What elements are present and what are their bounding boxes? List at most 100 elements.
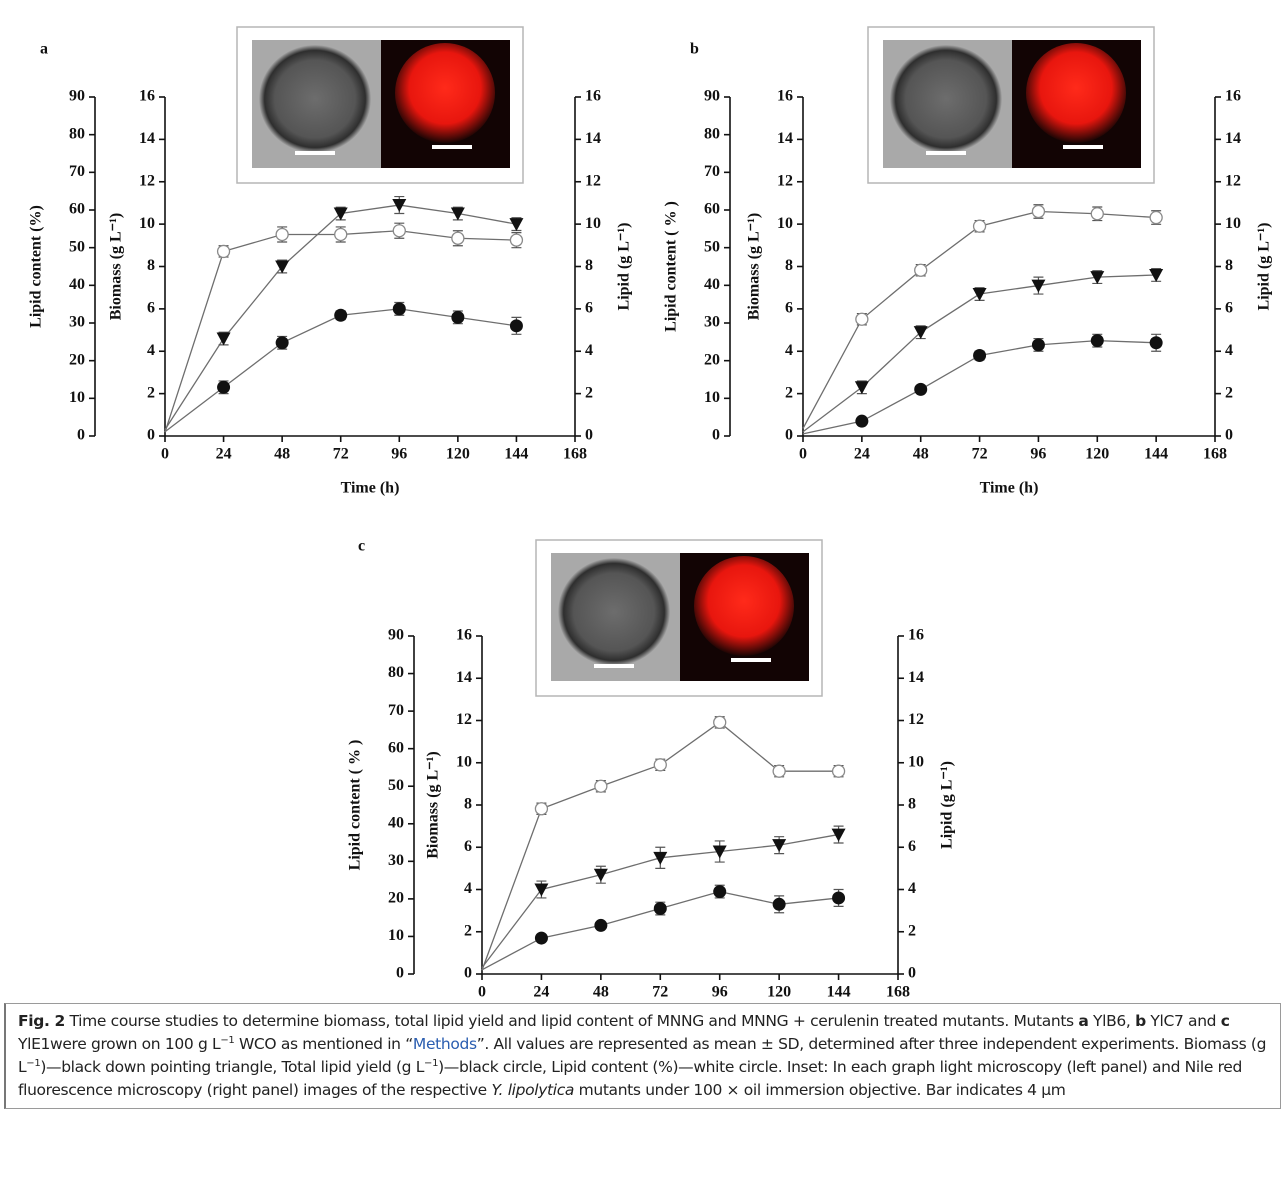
x-tick-label: 96: [391, 446, 407, 463]
marker-circle: [973, 348, 987, 362]
scale-bar: [594, 664, 634, 668]
x-tick-label: 72: [972, 446, 988, 463]
y3-tick-label: 30: [704, 314, 720, 331]
marker-open-circle: [1090, 207, 1104, 221]
caption-text: −1: [220, 1034, 235, 1046]
x-tick-label: 168: [563, 446, 587, 463]
y3-tick-label: 20: [69, 351, 85, 368]
marker-open-circle: [855, 312, 869, 326]
x-tick-label: 48: [913, 446, 929, 463]
x-tick-label: 144: [1144, 446, 1168, 463]
marker-circle: [334, 308, 348, 322]
y3-tick-label: 90: [69, 88, 85, 105]
caption-figure-label: Fig. 2: [18, 1012, 65, 1030]
marker-open-circle: [334, 227, 348, 242]
methods-link[interactable]: Methods: [412, 1035, 477, 1053]
y-tick-label: 2: [785, 384, 793, 401]
marker-open-circle: [713, 715, 727, 730]
y-tick-label: 14: [777, 130, 793, 147]
inset: [535, 539, 823, 697]
y-tick-label: 8: [464, 796, 472, 813]
cell: [558, 558, 670, 666]
marker-circle: [1149, 336, 1163, 350]
marker-triangle: [509, 218, 524, 232]
y3-tick-label: 10: [388, 927, 404, 944]
x-tick-label: 168: [1203, 446, 1227, 463]
y3-tick-label: 70: [388, 702, 404, 719]
marker-circle: [594, 918, 608, 932]
y-tick-label: 10: [139, 215, 155, 232]
marker-triangle: [1031, 279, 1046, 293]
x-tick-label: 72: [652, 984, 668, 1000]
marker-open-circle: [914, 263, 928, 277]
x-tick-label: 120: [767, 984, 791, 1000]
stained-cell: [694, 556, 794, 656]
caption-text: c: [1220, 1012, 1230, 1030]
caption-text: YlE1were grown on 100 g L: [18, 1035, 221, 1053]
y3-tick-label: 10: [69, 389, 85, 406]
x-axis-label: Time (h): [980, 480, 1039, 497]
y-tick-label: 6: [147, 300, 155, 317]
y-tick-label: 10: [456, 753, 472, 770]
marker-open-circle: [772, 764, 786, 778]
caption-text: −1: [26, 1057, 41, 1069]
marker-open-circle: [653, 758, 667, 772]
marker-triangle: [854, 381, 869, 395]
y2-tick-label: 6: [908, 838, 916, 855]
y-axis-label: Biomass (g L⁻¹): [108, 213, 125, 320]
marker-open-circle: [509, 233, 524, 247]
x-tick-label: 24: [533, 984, 549, 1000]
scale-bar: [295, 151, 335, 155]
y-tick-label: 14: [139, 130, 155, 147]
y2-tick-label: 2: [908, 922, 916, 939]
figure: a0 24 48 72 96 120 144 168024681012141602468101…: [28, 26, 1273, 1000]
y3-tick-label: 90: [388, 627, 404, 644]
y-tick-label: 4: [785, 342, 793, 359]
y3-tick-label: 0: [712, 427, 720, 444]
y3-tick-label: 0: [396, 965, 404, 982]
y3-tick-label: 60: [704, 201, 720, 218]
marker-triangle: [593, 868, 608, 882]
y-tick-label: 0: [785, 427, 793, 444]
y2-tick-label: 16: [1225, 88, 1241, 105]
y2-tick-label: 2: [1225, 384, 1233, 401]
x-tick-label: 168: [886, 984, 910, 1000]
cell: [259, 45, 371, 153]
marker-circle: [217, 380, 231, 394]
y-tick-label: 10: [777, 215, 793, 232]
y-tick-label: 16: [456, 627, 472, 644]
y2-tick-label: 8: [1225, 257, 1233, 274]
marker-triangle: [392, 199, 407, 213]
marker-open-circle: [451, 231, 465, 245]
y3-tick-label: 70: [69, 163, 85, 180]
marker-triangle: [1090, 271, 1105, 285]
marker-circle: [713, 885, 727, 899]
panel-label: c: [358, 538, 365, 555]
y-axis-label: Biomass (g L⁻¹): [425, 751, 442, 858]
marker-circle: [772, 897, 786, 911]
y2-tick-label: 4: [585, 342, 593, 359]
marker-triangle: [972, 288, 987, 302]
y2-tick-label: 10: [585, 215, 601, 232]
inset: [236, 26, 524, 184]
y3-tick-label: 50: [388, 777, 404, 794]
stained-cell: [1026, 43, 1126, 143]
y2-tick-label: 10: [1225, 215, 1241, 232]
scale-bar: [731, 658, 771, 662]
caption-text: WCO as mentioned in “: [234, 1035, 413, 1053]
y2-tick-label: 0: [585, 427, 593, 444]
marker-triangle: [1149, 268, 1164, 282]
caption-text: mutants under 100 × oil immersion object…: [574, 1081, 1066, 1099]
inset: [867, 26, 1155, 184]
y2-tick-label: 14: [585, 130, 601, 147]
y2-tick-label: 6: [585, 300, 593, 317]
marker-circle: [1031, 338, 1045, 352]
marker-open-circle: [1149, 210, 1163, 225]
marker-open-circle: [534, 802, 549, 816]
y3-tick-label: 0: [77, 427, 85, 444]
y2-tick-label: 14: [1225, 130, 1241, 147]
y-tick-label: 8: [785, 257, 793, 274]
marker-circle: [653, 902, 667, 916]
marker-circle: [534, 931, 548, 945]
